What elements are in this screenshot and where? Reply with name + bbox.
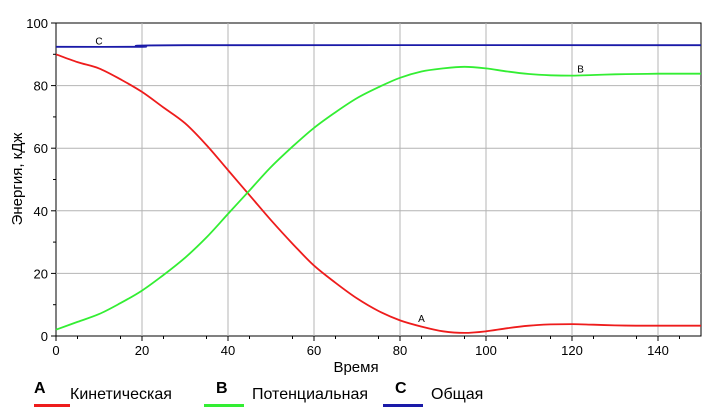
legend-item-c: C Общая [383, 376, 523, 411]
x-tick-label: 60 [307, 343, 321, 358]
x-tick-label: 20 [135, 343, 149, 358]
x-tick-labels: 0 20 40 60 80 100 120 140 [52, 343, 668, 358]
series-tag-a: A [418, 314, 425, 325]
legend-swatch-c [383, 404, 423, 407]
legend-letter-a: A [34, 380, 46, 397]
legend-item-a: A Кинетическая [34, 376, 214, 411]
tick-marks [51, 22, 680, 341]
y-tick-label: 20 [34, 266, 48, 281]
x-tick-label: 140 [647, 343, 669, 358]
x-tick-label: 100 [475, 343, 497, 358]
legend-letter-b: B [216, 380, 228, 397]
series-lines [55, 44, 702, 334]
legend: A Кинетическая B Потенциальная C Общая [0, 376, 712, 411]
y-tick-label: 100 [26, 16, 48, 31]
series-line-c [55, 44, 702, 48]
legend-item-b: B Потенциальная [204, 376, 404, 411]
legend-letter-c: C [395, 380, 407, 397]
plot-area [55, 22, 702, 337]
y-tick-label: 80 [34, 79, 48, 94]
x-tick-label: 120 [561, 343, 583, 358]
series-tag-b: B [577, 64, 584, 75]
y-axis-title: Энергия, кДж [9, 133, 26, 226]
y-tick-label: 0 [41, 329, 48, 344]
legend-label-c: Общая [431, 386, 484, 403]
series-tags: A B C [95, 36, 584, 325]
series-line-b [55, 65, 701, 331]
legend-swatch-b [204, 404, 244, 407]
y-tick-label: 60 [34, 141, 48, 156]
x-axis-title: Время [333, 359, 378, 376]
y-tick-labels: 0 20 40 60 80 100 [26, 16, 48, 344]
x-tick-label: 0 [52, 343, 59, 358]
x-tick-label: 40 [221, 343, 235, 358]
legend-label-a: Кинетическая [70, 386, 172, 403]
legend-swatch-a [34, 404, 70, 407]
x-tick-label: 80 [393, 343, 407, 358]
series-line-a [55, 53, 701, 334]
series-tag-c: C [95, 36, 102, 47]
legend-label-b: Потенциальная [252, 386, 368, 403]
energy-chart: 0 20 40 60 80 100 120 140 0 20 40 60 80 100 A B C Врем… [9, 16, 702, 376]
y-tick-label: 40 [34, 204, 48, 219]
